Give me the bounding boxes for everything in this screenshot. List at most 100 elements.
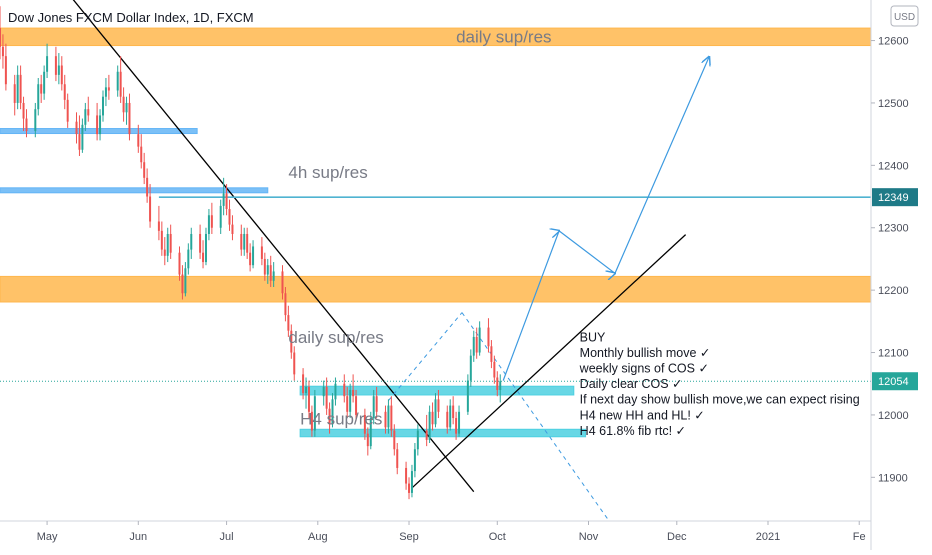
candle[interactable] [269, 255, 272, 288]
candle[interactable] [372, 389, 375, 425]
candle[interactable] [81, 118, 84, 153]
candle[interactable] [428, 405, 431, 444]
candle[interactable] [119, 56, 122, 103]
candle[interactable] [122, 87, 125, 122]
candle[interactable] [431, 402, 434, 431]
candle[interactable] [128, 93, 131, 141]
candle[interactable] [163, 237, 166, 266]
candle[interactable] [366, 427, 369, 456]
candle[interactable] [325, 377, 328, 415]
candle[interactable] [16, 65, 19, 110]
candle[interactable] [4, 43, 7, 91]
candle[interactable] [334, 377, 337, 406]
candle[interactable] [260, 237, 263, 266]
candle[interactable] [181, 265, 184, 300]
candle[interactable] [40, 74, 43, 103]
candle[interactable] [490, 340, 493, 369]
candle[interactable] [137, 124, 140, 153]
candle[interactable] [331, 393, 334, 428]
candle[interactable] [310, 405, 313, 437]
candle[interactable] [149, 184, 152, 228]
zone-h4-sup-res-upper[interactable] [299, 385, 575, 396]
candle[interactable] [352, 374, 355, 403]
candle[interactable] [449, 399, 452, 431]
candle[interactable] [219, 199, 222, 234]
candle[interactable] [349, 383, 352, 419]
candle[interactable] [99, 109, 102, 141]
candle[interactable] [346, 386, 349, 419]
candle[interactable] [34, 102, 37, 138]
candle[interactable] [66, 93, 69, 128]
candle[interactable] [210, 202, 213, 234]
candle[interactable] [199, 224, 202, 259]
candle[interactable] [101, 90, 104, 122]
candle[interactable] [437, 389, 440, 419]
candle[interactable] [387, 399, 390, 434]
candle[interactable] [63, 74, 66, 110]
candle[interactable] [287, 305, 290, 337]
candle[interactable] [57, 53, 60, 85]
candle[interactable] [434, 393, 437, 428]
candle[interactable] [187, 243, 190, 275]
candle[interactable] [496, 371, 499, 397]
zone-h4-sup-res-lower[interactable] [299, 428, 587, 438]
candle[interactable] [84, 102, 87, 132]
candle[interactable] [246, 227, 249, 259]
line-projection-fall-2[interactable] [461, 312, 610, 521]
candle[interactable] [472, 330, 475, 362]
candle[interactable] [355, 389, 358, 422]
candle[interactable] [46, 43, 49, 78]
candle[interactable] [146, 168, 149, 203]
candle[interactable] [413, 443, 416, 478]
candle[interactable] [475, 327, 478, 359]
candle[interactable] [263, 252, 266, 281]
candle[interactable] [75, 112, 78, 144]
candle[interactable] [54, 46, 57, 82]
candle[interactable] [384, 405, 387, 434]
candle[interactable] [78, 115, 81, 156]
candle[interactable] [25, 109, 28, 138]
candle[interactable] [290, 324, 293, 359]
candle[interactable] [410, 464, 413, 498]
candle[interactable] [405, 461, 408, 490]
candle[interactable] [13, 74, 16, 116]
candle[interactable] [408, 477, 411, 500]
candle[interactable] [458, 405, 461, 437]
candle[interactable] [478, 321, 481, 356]
candle[interactable] [302, 368, 305, 400]
candle[interactable] [363, 408, 366, 440]
candle[interactable] [343, 374, 346, 403]
candle[interactable] [157, 205, 160, 241]
candle[interactable] [160, 221, 163, 256]
candle[interactable] [328, 402, 331, 434]
candle[interactable] [231, 215, 234, 241]
candle[interactable] [249, 243, 252, 272]
zone-4h-sup-res-lower[interactable] [0, 187, 269, 194]
candle[interactable] [281, 265, 284, 300]
candle[interactable] [222, 177, 225, 216]
candle[interactable] [252, 240, 255, 269]
candle[interactable] [499, 374, 502, 403]
zone-daily-sup-res-mid[interactable] [0, 275, 871, 303]
zone-daily-sup-res-top[interactable] [0, 27, 871, 47]
candle[interactable] [43, 65, 46, 100]
candle[interactable] [390, 396, 393, 437]
candle[interactable] [266, 258, 269, 284]
candle[interactable] [225, 184, 228, 216]
candle[interactable] [393, 424, 396, 456]
candle[interactable] [293, 346, 296, 381]
candle[interactable] [228, 199, 231, 231]
candle[interactable] [166, 227, 169, 263]
candle[interactable] [190, 227, 193, 259]
candle[interactable] [143, 152, 146, 185]
candle[interactable] [425, 414, 428, 447]
candle[interactable] [87, 96, 90, 122]
candle[interactable] [455, 411, 458, 440]
candle[interactable] [37, 77, 40, 116]
currency-button[interactable] [890, 5, 919, 27]
candle[interactable] [375, 386, 378, 419]
candle[interactable] [240, 224, 243, 256]
candle[interactable] [0, 6, 1, 60]
candle[interactable] [452, 396, 455, 425]
